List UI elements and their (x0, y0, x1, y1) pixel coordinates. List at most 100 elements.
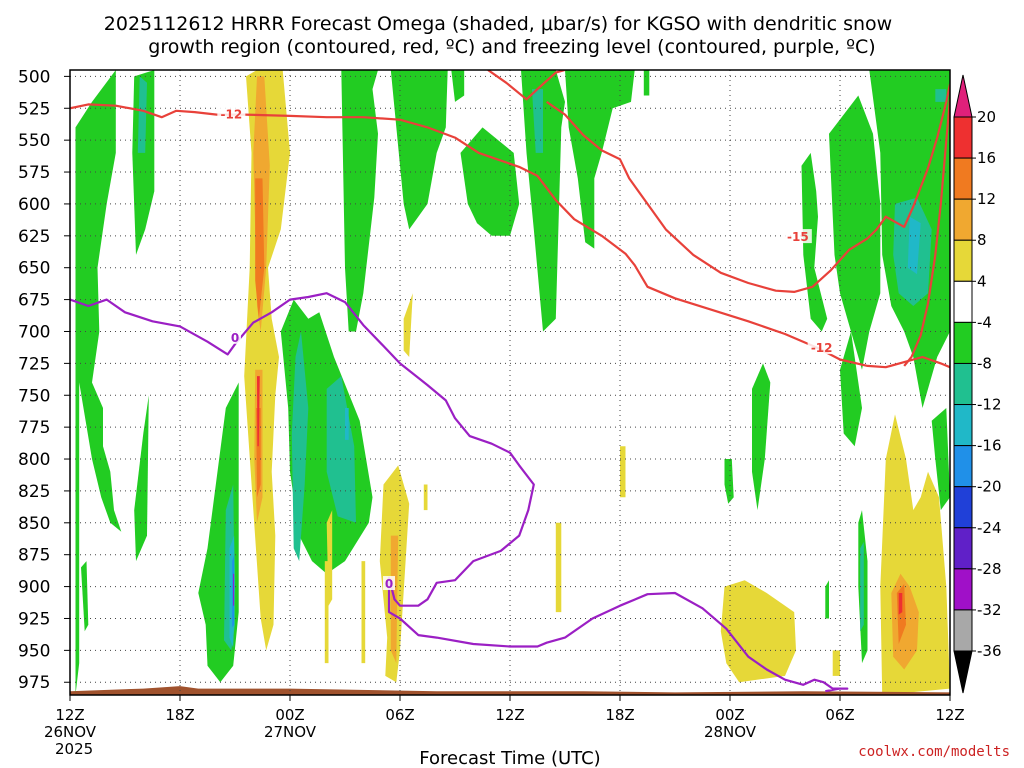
plot-area: -12 -12 -15 0 0 (69, 69, 951, 696)
x-axis-label: Forecast Time (UTC) (419, 748, 600, 768)
omega-region-3 (137, 76, 147, 153)
y-tick-label-750: 750 (18, 386, 50, 406)
dgz-contour-0-label-0: -12 (220, 108, 242, 122)
y-tick-label-875: 875 (18, 546, 50, 566)
colorbar-label-12: -32 (977, 601, 1002, 619)
terrain-fill (70, 686, 950, 695)
credit-text: coolwx.com/modelts (858, 744, 1010, 760)
colorbar-label-2: 12 (977, 190, 996, 208)
omega-region-39 (256, 408, 261, 498)
colorbar-bin-9 (953, 486, 973, 529)
omega-region-55 (898, 593, 903, 615)
dgz-contour-0-label-bg-0 (217, 106, 246, 121)
y-axis-ticks: 500 525 550 575 600 625 650 675 700 725 750 775 800 8… (18, 67, 70, 693)
colorbar-label-4: 4 (977, 272, 987, 290)
omega-region-15 (390, 70, 448, 230)
x-tick-label-6: 00Z (715, 706, 744, 724)
y-tick-label-825: 825 (18, 482, 50, 502)
colorbar-bin-3 (953, 239, 973, 282)
colorbar-top-arrow (953, 74, 973, 118)
omega-region-12 (326, 376, 356, 523)
colorbar-bin-6 (953, 362, 973, 406)
y-tick-label-525: 525 (18, 99, 50, 119)
x-tick-label-0: 12Z (55, 706, 84, 724)
y-tick-label-500: 500 (18, 67, 50, 87)
omega-region-4 (81, 561, 89, 632)
chart-title-line-1: 2025112612 HRRR Forecast Omega (shaded, … (104, 13, 892, 35)
x-tick-label-2: 00Z (275, 706, 304, 724)
omega-region-17 (460, 127, 520, 236)
y-tick-label-575: 575 (18, 163, 50, 183)
x-tick-label-7: 06Z (825, 706, 854, 724)
colorbar-label-8: -16 (977, 437, 1002, 455)
freezing-level-contour-label-bg-1 (383, 576, 395, 591)
y-tick-label-550: 550 (18, 131, 50, 151)
omega-region-49 (620, 446, 626, 498)
omega-region-13 (345, 408, 349, 440)
y-tick-label-975: 975 (18, 673, 50, 693)
colorbar-label-1: 16 (977, 149, 996, 167)
y-tick-label-900: 900 (18, 578, 50, 598)
omega-region-33 (860, 541, 864, 632)
omega-region-51 (832, 650, 840, 676)
y-tick-label-600: 600 (18, 195, 50, 215)
gridlines (69, 70, 951, 695)
colorbar-label-9: -20 (977, 478, 1002, 496)
omega-region-48 (555, 522, 562, 613)
omega-region-23 (724, 459, 734, 504)
omega-shading (75, 70, 950, 695)
colorbar-bin-0 (953, 116, 973, 159)
chart-title-line-2: growth region (contoured, red, ºC) and f… (148, 36, 875, 58)
x-tick-label-1: 18Z (165, 706, 194, 724)
y-tick-label-675: 675 (18, 291, 50, 311)
omega-region-46 (361, 561, 366, 664)
colorbar-label-3: 8 (977, 231, 987, 249)
dgz-contour-3-label-bg-0 (783, 229, 812, 244)
omega-region-47 (423, 484, 428, 511)
contour-labels: -12 -12 -15 0 0 (217, 106, 836, 591)
terrain-layer (70, 686, 950, 695)
omega-region-0 (75, 70, 122, 695)
y-tick-label-850: 850 (18, 514, 50, 534)
colorbar-bin-8 (953, 445, 973, 488)
omega-region-45 (324, 561, 329, 664)
dgz-contour-2 (487, 70, 566, 101)
omega-region-22 (752, 363, 771, 511)
y-tick-label-775: 775 (18, 418, 50, 438)
omega-region-11 (291, 331, 309, 562)
freezing-level-contour-label-1: 0 (385, 577, 393, 591)
y-tick-label-950: 950 (18, 641, 50, 661)
colorbar-label-6: -8 (977, 354, 992, 372)
omega-region-24 (801, 152, 828, 332)
omega-region-14 (341, 70, 378, 332)
dgz-contour-3-label-0: -15 (787, 230, 809, 244)
x-tick-label-4: 12Z (495, 706, 524, 724)
colorbar-bin-4 (953, 280, 973, 323)
init-year-label: 2025 (55, 740, 93, 758)
dgz-contour-0-label-1: -12 (811, 341, 833, 355)
x-tick-date-0: 26NOV (44, 723, 97, 741)
omega-region-30 (935, 89, 947, 102)
freezing-level-contour (70, 292, 849, 693)
y-tick-label-725: 725 (18, 354, 50, 374)
freezing-level-contour-label-bg-0 (229, 329, 241, 344)
colorbar-bin-7 (953, 404, 973, 447)
x-tick-date-6: 28NOV (704, 723, 757, 741)
omega-region-8 (232, 554, 235, 628)
omega-region-1 (132, 70, 155, 255)
x-tick-label-5: 18Z (605, 706, 634, 724)
x-tick-label-8: 12Z (935, 706, 964, 724)
omega-region-25 (829, 95, 881, 370)
omega-region-50 (720, 580, 796, 683)
omega-region-37 (255, 178, 265, 319)
omega-region-29 (907, 216, 921, 275)
colorbar: 20 16 12 8 4 -4 -8 -12 -16 -20 -24 -28 -32 -36 (953, 74, 1002, 694)
omega-region-20 (532, 89, 543, 153)
dgz-contour-0-label-bg-1 (807, 340, 836, 355)
omega-region-18 (565, 70, 635, 249)
colorbar-bin-12 (953, 609, 973, 652)
colorbar-bin-5 (953, 321, 973, 364)
colorbar-bin-10 (953, 527, 973, 570)
